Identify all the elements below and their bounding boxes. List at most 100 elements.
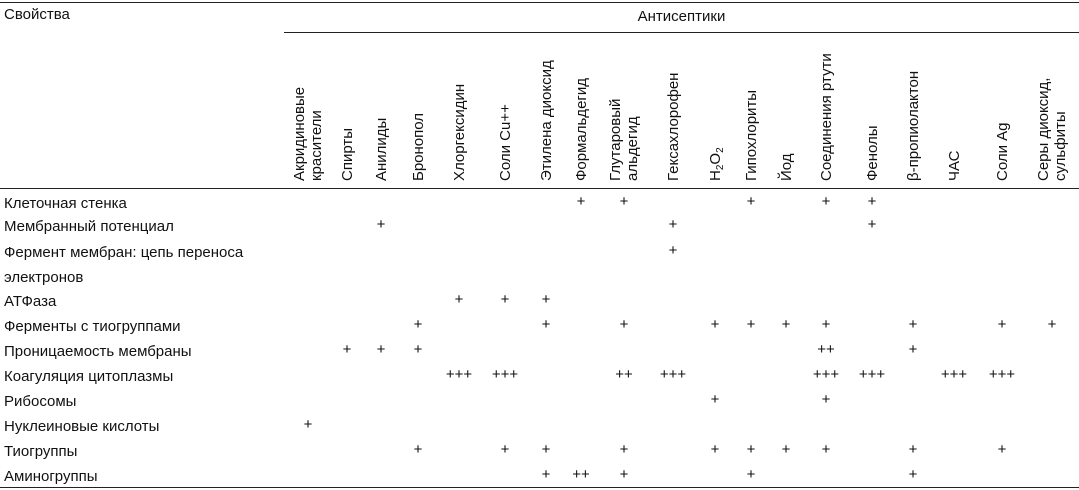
table-cell-mark: +++ [491, 366, 519, 383]
column-header-text: Гипохлориты [743, 90, 760, 181]
table-cell-mark: + [541, 441, 551, 458]
table-cell-mark: + [908, 341, 918, 358]
column-header-line: Этилена диоксид [537, 60, 555, 181]
formula-part: 2 [714, 147, 726, 153]
column-header-line: ЧАС [945, 150, 963, 181]
column-header-line: Соли Ag [993, 122, 1011, 182]
table-cell-mark: + [746, 441, 756, 458]
column-header-text: ЧАС [946, 150, 963, 181]
table-cell-mark: + [619, 466, 629, 483]
table-cell-mark: + [668, 216, 678, 233]
table-cell-mark: + [746, 316, 756, 333]
column-header-text: Соли Cu++ [497, 104, 514, 181]
table-cell-mark: + [576, 193, 586, 210]
column-header-line: Глутаровый [607, 98, 624, 181]
table-cell-mark: +++ [812, 366, 840, 383]
table-cell-mark: + [821, 391, 831, 408]
table-cell-mark: + [746, 193, 756, 210]
table-cell-mark: + [619, 441, 629, 458]
table-cell-mark: + [710, 316, 720, 333]
table-cell-mark: + [500, 291, 510, 308]
table-cell-mark: + [908, 466, 918, 483]
column-header-line: Спирты [338, 128, 356, 181]
column-header-text: Серы диоксид, сульфиты [1035, 78, 1069, 181]
row-label: электронов [4, 269, 84, 286]
column-header-line: β-пропиолактон [904, 70, 922, 181]
column-header-text: Бронопол [410, 113, 427, 181]
row-label: Нуклеиновые кислоты [4, 418, 160, 435]
table-cell-mark: + [413, 441, 423, 458]
row-label: Проницаемость мембраны [4, 343, 192, 360]
column-header-text: Формальдегид [573, 78, 590, 181]
column-header-text: Йод [778, 153, 795, 181]
column-header-line: Формальдегид [572, 77, 590, 181]
row-label: Аминогруппы [4, 468, 98, 485]
column-header-line: красители [308, 110, 325, 181]
table-cell-mark: + [413, 341, 423, 358]
table-cell-mark: + [710, 391, 720, 408]
column-header-text: Хлоргексидин [451, 84, 468, 181]
column-header-line: Йод [777, 153, 795, 181]
table-cell-mark: + [908, 441, 918, 458]
table-cell-mark: + [867, 193, 877, 210]
column-header-line: Бронопол [409, 112, 427, 181]
column-header-line: Серы диоксид, [1035, 77, 1052, 181]
table-cell-mark: +++ [659, 366, 687, 383]
table-cell-mark: + [413, 316, 423, 333]
column-header-line: Хлоргексидин [450, 83, 468, 181]
table-cell-mark: + [908, 316, 918, 333]
table-cell-mark: + [668, 242, 678, 259]
column-header-text: Анилиды [373, 118, 390, 181]
column-header-text: Глутаровый альдегид [607, 99, 641, 181]
table-cell-mark: + [342, 341, 352, 358]
column-header-text: Фенолы [864, 125, 881, 181]
column-header-line: Гипохлориты [742, 89, 760, 181]
table-cell-mark: + [997, 441, 1007, 458]
table-cell-mark: + [541, 291, 551, 308]
table-cell-mark: + [997, 316, 1007, 333]
column-header-line: сульфиты [1052, 111, 1069, 181]
table-cell-mark: + [500, 441, 510, 458]
table-cell-mark: ++ [615, 366, 633, 383]
table-cell-mark: + [710, 441, 720, 458]
properties-column-header: Свойства [4, 6, 70, 23]
row-label: Ферменты с тиогруппами [4, 318, 181, 335]
table-cell-mark: + [746, 466, 756, 483]
table-cell-mark: + [619, 193, 629, 210]
group-header-rule [284, 32, 1079, 33]
column-header-text: H2O2 [707, 147, 729, 181]
row-label: Коагуляция цитоплазмы [4, 368, 174, 385]
table-cell-mark: +++ [988, 366, 1016, 383]
row-label: Мембранный потенциал [4, 218, 174, 235]
table-cell-mark: +++ [940, 366, 968, 383]
table-cell-mark: + [821, 193, 831, 210]
table-cell-mark: + [376, 341, 386, 358]
table-cell-mark: + [821, 441, 831, 458]
table-cell-mark: + [454, 291, 464, 308]
row-label: Рибосомы [4, 393, 77, 410]
formula-part: O [706, 152, 724, 165]
row-label: Клеточная стенка [4, 195, 127, 212]
column-header-line: Фенолы [863, 125, 881, 181]
column-header-text: Соли Ag [994, 123, 1011, 182]
column-header-text: Соединения ртути [818, 53, 835, 181]
table-cell-mark: + [781, 441, 791, 458]
column-header-line: Соединения ртути [817, 53, 835, 181]
row-label: АТФаза [4, 293, 57, 310]
column-header-line: Соли Cu++ [496, 104, 514, 181]
table-cell-mark: + [867, 216, 877, 233]
table-cell-mark: + [376, 216, 386, 233]
column-header-line: Акридиновые [291, 86, 308, 181]
column-header-text: Акридиновые красители [291, 87, 325, 181]
table-cell-mark: + [821, 316, 831, 333]
table-cell-mark: + [303, 416, 313, 433]
antiseptics-group-header: Антисептики [637, 8, 726, 25]
header-bottom-rule [0, 188, 1079, 189]
formula-part: 2 [714, 164, 726, 171]
table-cell-mark: ++ [817, 341, 835, 358]
row-label: Тиогруппы [4, 443, 78, 460]
table-cell-mark: +++ [858, 366, 886, 383]
column-header-text: β-пропиолактон [905, 71, 922, 181]
table-cell-mark: ++ [572, 466, 590, 483]
